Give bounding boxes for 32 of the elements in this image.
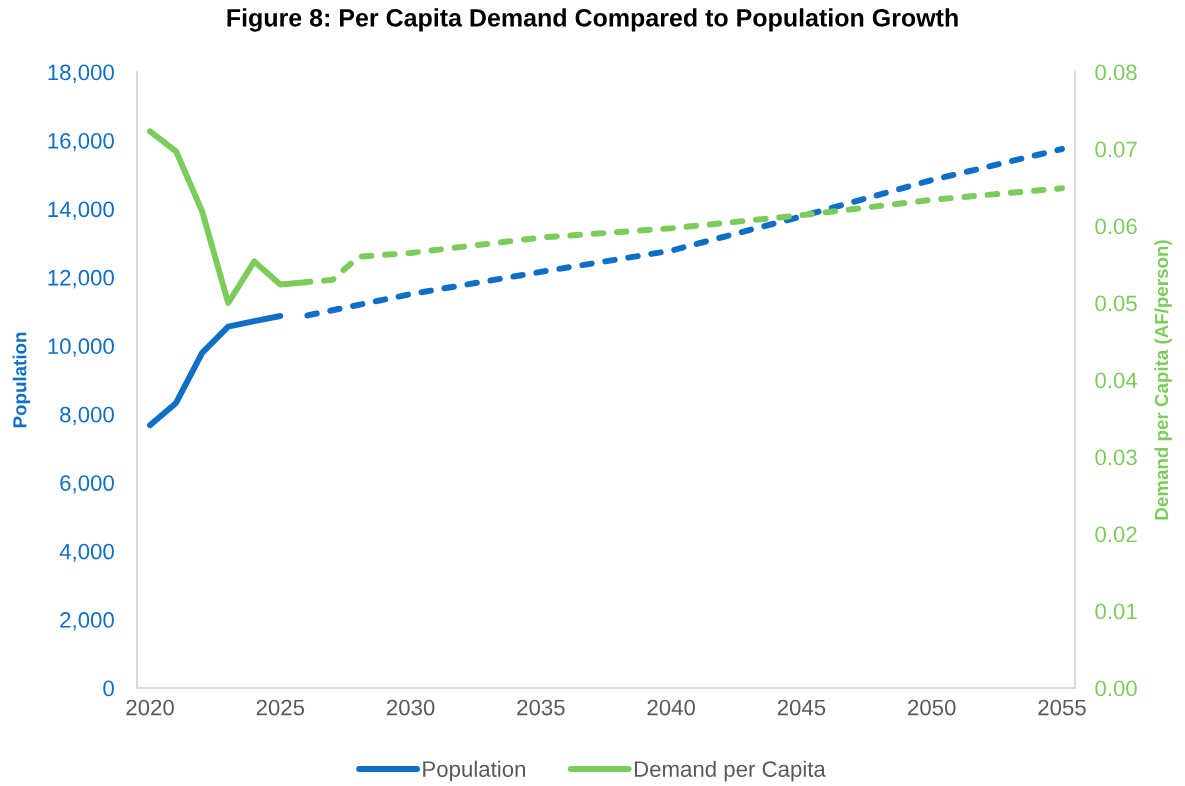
y-tick-label: 12,000	[48, 269, 114, 289]
y2-tick-label: 0.07	[1095, 141, 1137, 158]
x-tick-label: 2055	[1038, 699, 1086, 716]
x-tick-label: 2040	[647, 699, 695, 716]
y-tick-label: 10,000	[48, 338, 114, 357]
y2-tick-label: 0.06	[1095, 218, 1137, 235]
y2-tick-label: 0.03	[1095, 449, 1137, 466]
y-tick-label: 18,000	[48, 64, 114, 83]
x-tick-label: 2045	[777, 699, 826, 716]
legend-label: Population	[423, 760, 526, 782]
y-tick-label: 4,000	[59, 543, 114, 563]
y2-tick-label: 0.05	[1095, 295, 1137, 312]
y-tick-label: 16,000	[48, 132, 114, 152]
x-tick-label: 2035	[517, 699, 565, 716]
x-tick-label: 2025	[256, 699, 305, 716]
y-axis-title: Population	[12, 332, 31, 428]
legend-label: Demand per Capita	[634, 760, 826, 782]
y-tick-label: 14,000	[48, 201, 114, 220]
y-tick-label: 2,000	[60, 612, 114, 631]
chart-title: Figure 8: Per Capita Demand Compared to Population Growth	[227, 8, 958, 32]
y2-tick-label: 0.08	[1095, 64, 1137, 81]
y-tick-label: 6,000	[60, 475, 114, 494]
y2-tick-label: 0.02	[1095, 526, 1137, 543]
y2-axis-title: Demand per Capita (AF/person)	[1154, 240, 1172, 520]
y-tick-label: 0	[103, 680, 114, 697]
x-tick-label: 2030	[386, 699, 435, 716]
y2-tick-label: 0.01	[1095, 603, 1137, 620]
y2-tick-label: 0.04	[1095, 372, 1138, 389]
y-tick-label: 8,000	[60, 406, 114, 426]
y2-tick-label: 0.00	[1095, 680, 1137, 697]
x-tick-label: 2020	[126, 699, 174, 716]
x-tick-label: 2050	[908, 699, 956, 716]
